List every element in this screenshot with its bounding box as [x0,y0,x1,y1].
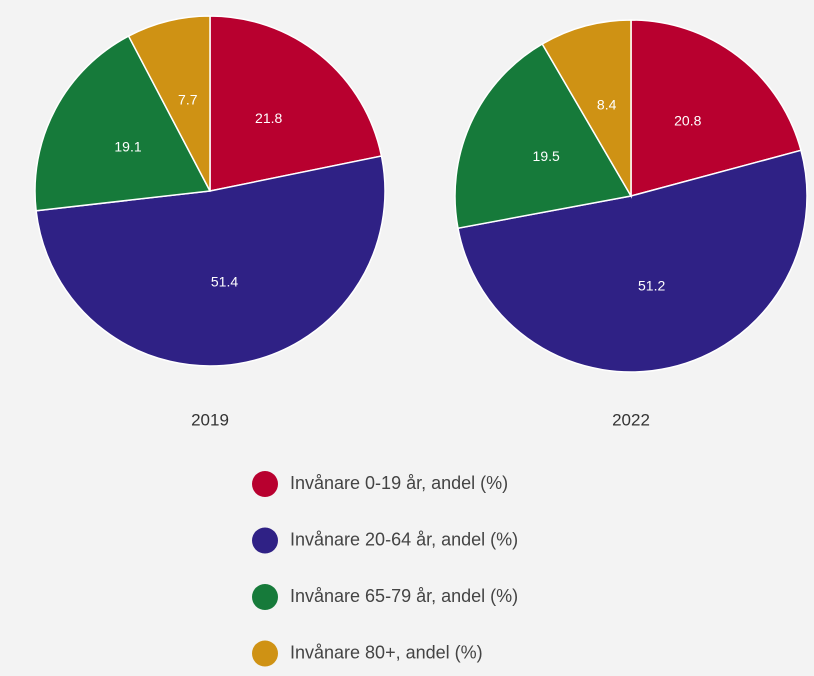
pie-slice [454,42,633,230]
slice-label: 8.4 [597,97,617,113]
slice-label: 19.1 [114,138,141,154]
legend-label: Invånare 0-19 år, andel (%) [290,473,508,493]
pie-slice [457,149,808,373]
legend-swatch [252,640,278,667]
pie-slice [541,19,632,199]
pie-slice [34,35,212,212]
slice-label: 20.8 [674,113,701,129]
legend-label: Invånare 65-79 år, andel (%) [290,586,518,606]
pie-slice [127,15,211,192]
pie-slice [35,155,386,367]
pie-title: 2019 [191,410,229,429]
slice-label: 51.2 [638,278,665,294]
legend-swatch [252,471,278,497]
legend-swatch [252,584,278,610]
legend-label: Invånare 20-64 år, andel (%) [290,529,518,549]
pie-slice [630,19,802,197]
legend-label: Invånare 80+, andel (%) [290,642,483,662]
slice-label: 21.8 [255,110,282,126]
slice-label: 19.5 [533,148,560,164]
slice-label: 7.7 [178,92,198,108]
legend-swatch [252,527,278,554]
pie-title: 2022 [612,410,650,429]
slice-label: 51.4 [211,273,238,289]
pie-slice [209,15,383,192]
